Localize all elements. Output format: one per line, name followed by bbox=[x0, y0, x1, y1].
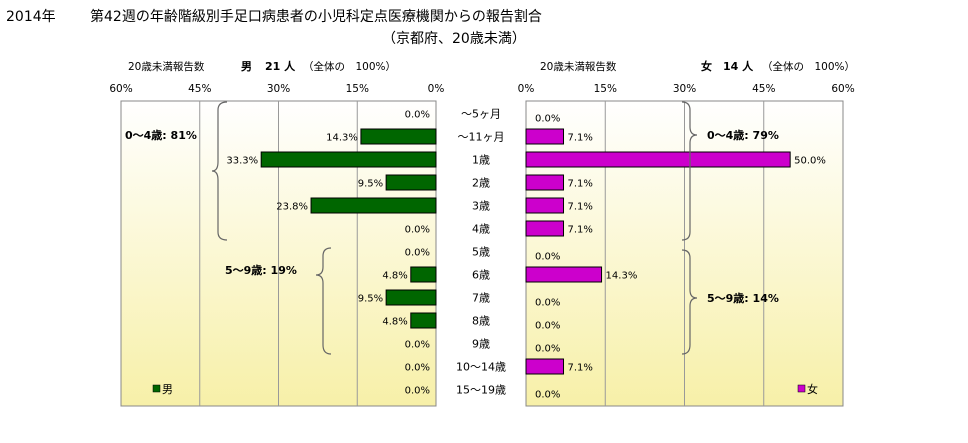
age-category-label: 8歳 bbox=[472, 315, 490, 328]
left-x-tick-label: 60% bbox=[109, 83, 132, 95]
right-x-tick-label: 30% bbox=[673, 83, 696, 95]
age-category-label: 5歳 bbox=[472, 246, 490, 259]
right-header-label: 20歳未満報告数 bbox=[540, 60, 617, 73]
male-bar-value-label: 0.0% bbox=[405, 248, 430, 259]
female-bar-value-label: 7.1% bbox=[568, 363, 593, 374]
right-total-label: （全体の 100%） bbox=[762, 60, 855, 73]
female-bar-value-label: 7.1% bbox=[568, 179, 593, 190]
left-total-label: （全体の 100%） bbox=[303, 60, 396, 73]
male-bar-value-label: 0.0% bbox=[405, 363, 430, 374]
left-sex-label: 男 bbox=[241, 60, 252, 73]
chart-subtitle: （京都府、20歳未満） bbox=[382, 31, 526, 47]
left-group-5-9-label: 5～9歳: 19% bbox=[225, 263, 297, 277]
male-bar bbox=[385, 174, 437, 191]
male-bar-value-label: 4.8% bbox=[382, 271, 407, 282]
left-x-tick-label: 0% bbox=[428, 83, 445, 95]
right-x-tick-label: 60% bbox=[831, 83, 854, 95]
title-year: 2014年 bbox=[6, 9, 56, 25]
age-category-label: 10～14歳 bbox=[456, 361, 506, 374]
legend-female-label: 女 bbox=[807, 382, 818, 396]
right-sex-label: 女 bbox=[701, 59, 712, 73]
male-bar bbox=[260, 151, 437, 168]
right-group-0-4-label: 0～4歳: 79% bbox=[707, 128, 779, 142]
left-x-tick-label: 30% bbox=[267, 83, 290, 95]
female-bar bbox=[525, 266, 603, 283]
female-bar-value-label: 50.0% bbox=[794, 156, 826, 167]
right-group-5-9-label: 5～9歳: 14% bbox=[707, 291, 779, 305]
right-x-tick-label: 0% bbox=[518, 83, 535, 95]
legend-female-swatch bbox=[797, 384, 806, 393]
male-bar-value-label: 0.0% bbox=[405, 110, 430, 121]
age-category-label: 1歳 bbox=[472, 154, 490, 167]
age-category-label: 9歳 bbox=[472, 338, 490, 351]
left-header-label: 20歳未満報告数 bbox=[128, 60, 205, 73]
age-category-label: 15～19歳 bbox=[456, 384, 506, 397]
female-bar bbox=[525, 128, 565, 145]
age-category-label: 4歳 bbox=[472, 223, 490, 236]
right-brace-5-9 bbox=[681, 249, 698, 355]
female-bar-value-label: 0.0% bbox=[535, 298, 560, 309]
male-bar-value-label: 9.5% bbox=[358, 294, 383, 305]
age-category-label: ～5ヶ月 bbox=[461, 108, 501, 121]
female-bar-value-label: 14.3% bbox=[606, 271, 638, 282]
male-bar-value-label: 0.0% bbox=[405, 386, 430, 397]
male-bar-value-label: 14.3% bbox=[326, 133, 358, 144]
female-bar bbox=[525, 174, 565, 191]
right-x-tick-label: 45% bbox=[752, 83, 775, 95]
age-category-label: ～11ヶ月 bbox=[458, 131, 505, 144]
male-bar-value-label: 0.0% bbox=[405, 340, 430, 351]
age-category-label: 2歳 bbox=[472, 177, 490, 190]
age-category-label: 6歳 bbox=[472, 269, 490, 282]
left-brace-5-9 bbox=[315, 247, 332, 355]
female-bar bbox=[525, 220, 565, 237]
right-x-tick-label: 15% bbox=[594, 83, 617, 95]
left-x-tick-label: 45% bbox=[188, 83, 211, 95]
age-category-label: 7歳 bbox=[472, 292, 490, 305]
left-group-0-4-label: 0～4歳: 81% bbox=[125, 128, 197, 142]
female-bar-value-label: 0.0% bbox=[535, 390, 560, 401]
male-bar bbox=[410, 312, 437, 329]
left-brace-0-4 bbox=[211, 101, 228, 241]
chart-title: 第42週の年齢階級別手足口病患者の小児科定点医療機関からの報告割合 bbox=[90, 8, 542, 25]
right-brace-0-4 bbox=[681, 101, 698, 241]
female-bar-value-label: 0.0% bbox=[535, 252, 560, 263]
female-bar-value-label: 0.0% bbox=[535, 344, 560, 355]
female-bar-value-label: 7.1% bbox=[568, 133, 593, 144]
male-bar bbox=[360, 128, 437, 145]
left-count-label: 21 人 bbox=[265, 59, 296, 73]
female-bar-value-label: 7.1% bbox=[568, 225, 593, 236]
male-bar-value-label: 9.5% bbox=[358, 179, 383, 190]
male-bar bbox=[310, 197, 437, 214]
male-bar-value-label: 0.0% bbox=[405, 225, 430, 236]
male-bar-value-label: 4.8% bbox=[382, 317, 407, 328]
legend-male-swatch bbox=[152, 384, 161, 393]
legend-male-label: 男 bbox=[162, 383, 173, 396]
female-bar-value-label: 0.0% bbox=[535, 321, 560, 332]
female-bar bbox=[525, 197, 565, 214]
left-x-tick-label: 15% bbox=[346, 83, 369, 95]
female-bar bbox=[525, 151, 791, 168]
male-bar-value-label: 23.8% bbox=[276, 202, 308, 213]
right-count-label: 14 人 bbox=[723, 59, 754, 73]
female-bar-value-label: 0.0% bbox=[535, 114, 560, 125]
female-bar bbox=[525, 358, 565, 375]
female-bar-value-label: 7.1% bbox=[568, 202, 593, 213]
age-category-label: 3歳 bbox=[472, 200, 490, 213]
male-bar bbox=[385, 289, 437, 306]
male-bar-value-label: 33.3% bbox=[226, 156, 258, 167]
male-bar bbox=[410, 266, 437, 283]
